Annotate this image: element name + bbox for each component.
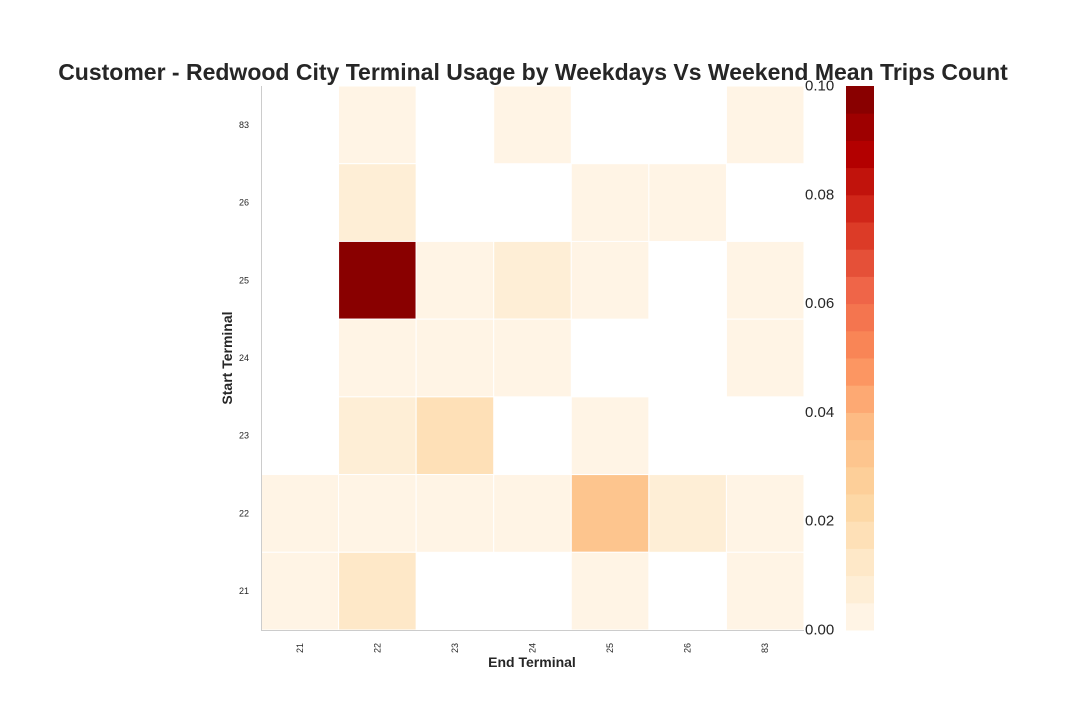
colorbar-segment xyxy=(846,113,874,141)
x-tick-label: 26 xyxy=(683,643,693,653)
colorbar-segment xyxy=(846,466,874,495)
colorbar-segment xyxy=(846,303,874,332)
heatmap-cell xyxy=(570,240,650,320)
y-tick-label: 23 xyxy=(239,431,249,441)
heatmap-cell xyxy=(493,318,572,398)
heatmap-cell xyxy=(338,318,417,398)
colorbar-segment xyxy=(846,222,874,250)
colorbar-tick-label: 0.04 xyxy=(805,404,834,421)
y-tick-label: 25 xyxy=(239,275,249,285)
x-tick-label: 25 xyxy=(605,643,615,653)
colorbar-segment xyxy=(846,439,874,468)
colorbar-segment xyxy=(846,602,874,631)
x-tick-label: 23 xyxy=(450,643,460,653)
colorbar-segment xyxy=(846,194,874,223)
colorbar-segment xyxy=(846,330,874,359)
y-tick-label: 26 xyxy=(239,198,249,208)
y-axis-label: Start Terminal xyxy=(219,311,235,404)
x-tick-labels: 21 22 23 24 25 26 83 xyxy=(295,643,770,653)
colorbar-tick-label: 0.00 xyxy=(805,622,834,639)
colorbar-segment xyxy=(846,167,874,196)
heatmap-cell xyxy=(725,551,805,631)
colorbar-segment xyxy=(846,86,874,114)
heatmap-cell xyxy=(570,396,650,476)
heatmap-cell xyxy=(415,396,495,476)
y-tick-label: 24 xyxy=(239,353,249,363)
heatmap-cell xyxy=(570,551,650,631)
colorbar-segment xyxy=(846,358,874,386)
heatmap-cell xyxy=(570,163,650,242)
heatmap-cell xyxy=(415,240,495,320)
heatmap-cell xyxy=(338,474,417,553)
heatmap-cell xyxy=(338,163,417,242)
colorbar xyxy=(846,86,874,631)
heatmap-cell xyxy=(493,240,572,320)
colorbar-tick-label: 0.02 xyxy=(805,513,834,530)
x-tick-label: 22 xyxy=(372,643,382,653)
heatmap-cell xyxy=(570,474,650,553)
heatmap-cell xyxy=(725,240,805,320)
heatmap-cell xyxy=(415,474,495,553)
colorbar-segment xyxy=(846,575,874,604)
colorbar-segment xyxy=(846,140,874,169)
chart-title: Customer - Redwood City Terminal Usage b… xyxy=(58,59,1008,85)
y-tick-labels: 83 26 25 24 23 22 21 xyxy=(239,120,249,596)
heatmap-cell xyxy=(725,318,805,398)
heatmap-cell xyxy=(338,85,417,165)
heatmap-cell xyxy=(493,85,572,165)
heatmap-cell xyxy=(725,85,805,165)
colorbar-segment xyxy=(846,276,874,305)
colorbar-segment xyxy=(846,494,874,522)
colorbar-segment xyxy=(846,521,874,549)
colorbar-segment xyxy=(846,412,874,441)
colorbar-tick-label: 0.06 xyxy=(805,295,834,312)
y-tick-label: 22 xyxy=(239,508,249,518)
heatmap-cell xyxy=(338,396,417,476)
colorbar-tick-labels: 0.00 0.02 0.04 0.06 0.08 0.10 xyxy=(805,78,834,639)
heatmap-cells xyxy=(260,85,805,631)
heatmap-cell xyxy=(338,551,417,631)
x-tick-label: 21 xyxy=(295,643,305,653)
x-tick-label: 24 xyxy=(528,643,538,653)
colorbar-tick-label: 0.08 xyxy=(805,186,834,203)
heatmap-cell xyxy=(725,474,805,553)
x-tick-label: 83 xyxy=(760,643,770,653)
y-tick-label: 83 xyxy=(239,120,249,130)
colorbar-segment xyxy=(846,548,874,577)
heatmap-cell xyxy=(415,318,495,398)
heatmap-cell xyxy=(338,240,417,320)
heatmap-cell xyxy=(260,474,340,553)
heatmap-cell xyxy=(260,551,340,631)
colorbar-segment xyxy=(846,385,874,413)
y-tick-label: 21 xyxy=(239,586,249,596)
heatmap-cell xyxy=(648,474,727,553)
x-axis-label: End Terminal xyxy=(488,654,576,670)
colorbar-tick-label: 0.10 xyxy=(805,78,834,95)
heatmap-cell xyxy=(648,163,727,242)
colorbar-segment xyxy=(846,249,874,277)
heatmap-cell xyxy=(493,474,572,553)
